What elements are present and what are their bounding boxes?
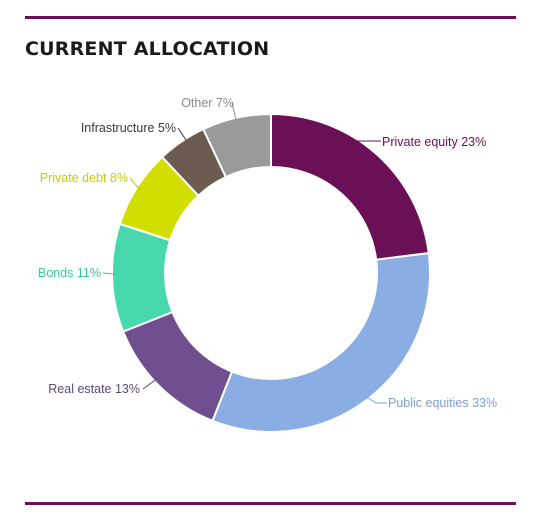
- leader-line-private-debt: [129, 177, 141, 191]
- chart-title: CURRENT ALLOCATION: [25, 38, 270, 60]
- slice-label-public-equities: Public equities 33%: [388, 396, 497, 410]
- leader-line-other: [231, 102, 237, 121]
- leader-line-infrastructure: [177, 127, 187, 141]
- bottom-divider: [25, 502, 516, 505]
- slice-label-bonds: Bonds 11%: [38, 266, 101, 280]
- slice-public-equities: [211, 251, 431, 433]
- slice-real-estate: [121, 310, 234, 423]
- top-divider: [25, 16, 516, 19]
- slice-label-other: Other 7%: [181, 96, 234, 110]
- slice-other: [201, 112, 272, 179]
- slice-bonds: [111, 222, 174, 333]
- slice-label-real-estate: Real estate 13%: [48, 382, 140, 396]
- leader-line-public-equities: [364, 395, 387, 404]
- leader-line-real-estate: [142, 377, 159, 390]
- leader-line-bonds: [102, 272, 116, 275]
- slice-label-private-debt: Private debt 8%: [40, 171, 128, 185]
- slice-label-private-equity: Private equity 23%: [382, 135, 486, 149]
- slice-label-infrastructure: Infrastructure 5%: [81, 121, 176, 135]
